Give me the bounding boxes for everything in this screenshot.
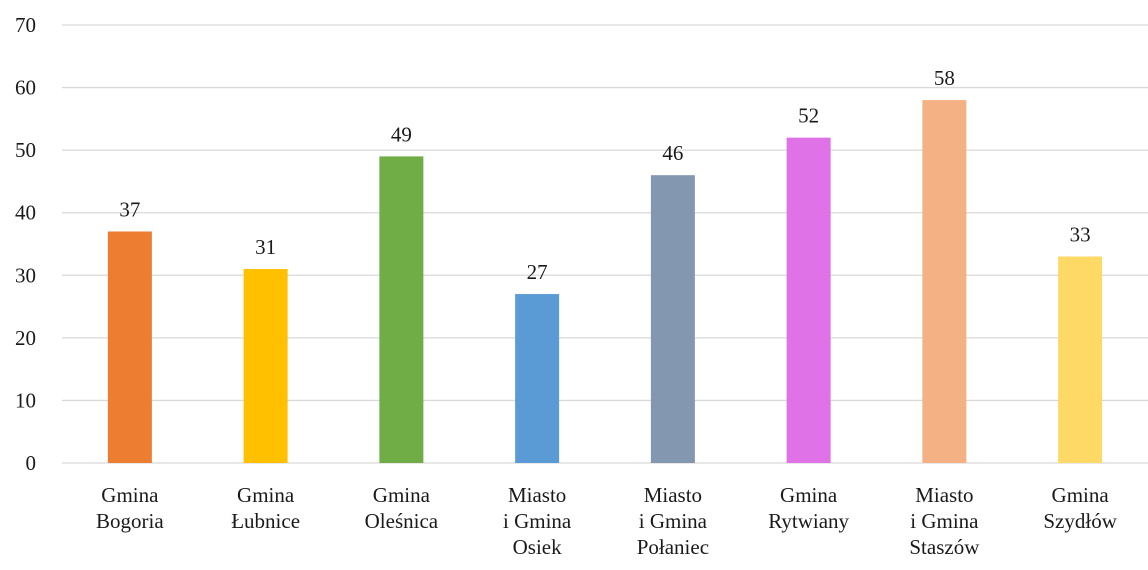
x-tick-label-line: i Gmina xyxy=(503,509,572,533)
bar xyxy=(243,269,288,463)
y-tick-label: 30 xyxy=(15,263,36,287)
data-label: 33 xyxy=(1070,223,1091,247)
bar xyxy=(515,294,560,463)
bar xyxy=(1058,256,1103,463)
bar xyxy=(650,175,695,463)
x-tick-label-line: Miasto xyxy=(508,483,566,507)
x-tick-label: Gmina Oleśnica xyxy=(365,483,439,533)
data-labels: 37 31 49 27 46 52 58 33 xyxy=(119,66,1090,284)
y-tick-label: 20 xyxy=(15,326,36,350)
y-tick-label: 40 xyxy=(15,201,36,225)
x-tick-label-line: Miasto xyxy=(644,483,702,507)
x-tick-label: Miasto i Gmina Połaniec xyxy=(637,483,709,559)
x-tick-label-line: Połaniec xyxy=(637,535,709,559)
x-tick-label: Gmina Łubnice xyxy=(231,483,300,533)
x-tick-label-line: Gmina xyxy=(237,483,295,507)
x-tick-label: Miasto i Gmina Staszów xyxy=(909,483,980,559)
bar xyxy=(379,156,424,463)
data-label: 49 xyxy=(391,122,412,146)
data-label: 37 xyxy=(119,197,140,221)
data-label: 31 xyxy=(255,235,276,259)
x-tick-label-line: Miasto xyxy=(915,483,973,507)
x-tick-label-line: Gmina xyxy=(780,483,838,507)
x-tick-label-line: Gmina xyxy=(101,483,159,507)
data-label: 58 xyxy=(934,66,955,90)
x-tick-label-line: Oleśnica xyxy=(365,509,439,533)
data-label: 27 xyxy=(527,260,548,284)
bars xyxy=(107,100,1103,463)
x-tick-label: Gmina Szydłów xyxy=(1043,483,1117,533)
x-tick-label: Miasto i Gmina Osiek xyxy=(503,483,572,559)
x-tick-label-line: Bogoria xyxy=(96,509,164,533)
x-tick-label-line: Szydłów xyxy=(1043,509,1117,533)
x-tick-label: Gmina Bogoria xyxy=(96,483,164,533)
y-tick-label: 70 xyxy=(15,13,36,37)
x-tick-label-line: i Gmina xyxy=(639,509,708,533)
x-tick-label-line: i Gmina xyxy=(910,509,979,533)
x-tick-label-line: Osiek xyxy=(513,535,562,559)
x-tick-label-line: Łubnice xyxy=(231,509,300,533)
grid-layer xyxy=(62,24,1148,464)
x-tick-label-line: Rytwiany xyxy=(768,509,849,533)
y-axis-ticks: 0 10 20 30 40 50 60 70 xyxy=(15,13,36,475)
x-tick-label-line: Gmina xyxy=(373,483,431,507)
x-tick-label-line: Gmina xyxy=(1052,483,1110,507)
x-tick-label: Gmina Rytwiany xyxy=(768,483,849,533)
data-label: 52 xyxy=(798,104,819,128)
y-tick-label: 10 xyxy=(15,388,36,412)
y-tick-label: 50 xyxy=(15,138,36,162)
data-label: 46 xyxy=(662,141,683,165)
bar xyxy=(107,231,152,463)
bar xyxy=(786,137,831,463)
y-tick-label: 0 xyxy=(26,451,37,475)
y-tick-label: 60 xyxy=(15,76,36,100)
bar xyxy=(922,100,967,463)
x-tick-label-line: Staszów xyxy=(909,535,980,559)
